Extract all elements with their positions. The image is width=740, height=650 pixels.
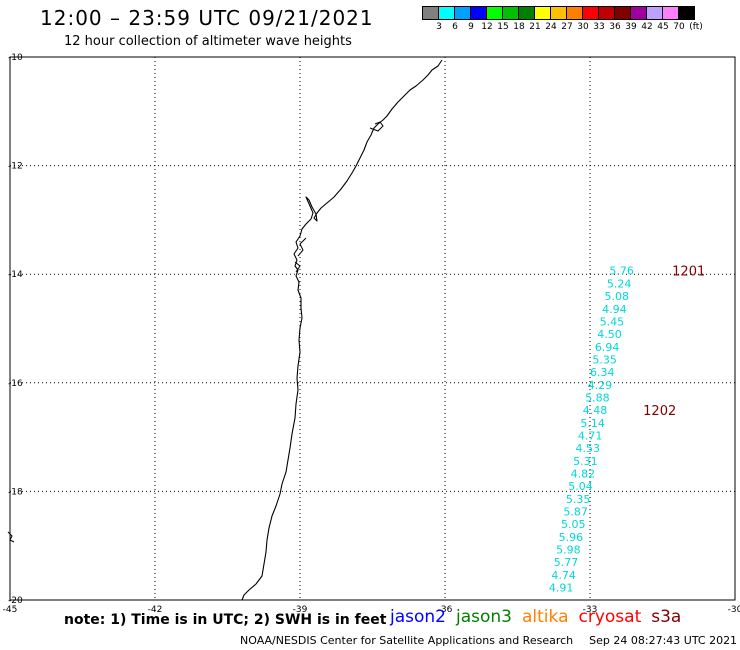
pass-time-label: 1201 (672, 264, 705, 279)
latitude-labels: -10 -12 -14 -16 -18 -20 (8, 53, 23, 606)
latitude-tick-label: -10 (8, 53, 23, 63)
coast-spur (7, 531, 15, 543)
map-frame (9, 56, 736, 601)
legend-label: 36 (609, 22, 621, 32)
coastline (241, 59, 443, 601)
longitude-tick-label: -39 (293, 605, 308, 615)
wave-height-value: 4.29 (588, 379, 613, 392)
legend-swatches (422, 6, 695, 20)
credit-text: NOAA/NESDIS Center for Satellite Applica… (240, 634, 574, 647)
longitude-tick-label: -45 (3, 605, 18, 615)
longitude-tick-label: -30 (728, 605, 740, 615)
longitude-tick-label: -33 (583, 605, 598, 615)
wave-height-value: 5.35 (566, 493, 591, 506)
legend-label: 42 (641, 22, 653, 32)
credit-line: NOAA/NESDIS Center for Satellite Applica… (240, 634, 737, 647)
legend-labels: 3 6 9 12 15 18 21 24 27 30 33 36 39 42 45 70 (ft) (422, 20, 703, 34)
satellite-name: jason3 (456, 607, 512, 627)
legend-label: 12 (481, 22, 493, 32)
longitude-labels: -45 -42 -39 -36 -33 -30 (3, 605, 740, 615)
legend-label: 18 (513, 22, 525, 32)
wave-height-value: 4.91 (549, 582, 574, 595)
legend-label: 30 (577, 22, 589, 32)
wave-height-value: 5.08 (605, 290, 630, 303)
wave-height-value: 4.50 (597, 328, 622, 341)
legend-label: 6 (452, 22, 458, 32)
legend-label: 3 (436, 22, 442, 32)
wave-height-legend: 3 6 9 12 15 18 21 24 27 30 33 36 39 42 45 70 (ft) (422, 6, 703, 34)
wave-height-value: 6.94 (595, 341, 620, 354)
wave-height-value: 5.88 (585, 392, 610, 405)
legend-swatch (678, 6, 695, 20)
latitude-tick-label: -18 (8, 487, 23, 497)
map-grid (10, 57, 735, 600)
latitude-tick-label: -20 (8, 596, 23, 606)
legend-label: 45 (657, 22, 669, 32)
wave-height-value: 4.48 (583, 404, 608, 417)
wave-height-value: 5.31 (573, 455, 598, 468)
satellite-name: s3a (651, 607, 682, 627)
wave-height-value: 4.94 (602, 303, 627, 316)
wave-height-value: 5.96 (559, 531, 584, 544)
pass-time-label: 1202 (643, 404, 676, 419)
wave-height-value: 5.45 (600, 316, 625, 329)
generated-timestamp: Sep 24 08:27:43 UTC 2021 (589, 634, 738, 647)
map-title: 12:00 – 23:59 UTC 09/21/2021 (40, 6, 374, 30)
longitude-tick-label: -42 (148, 605, 163, 615)
legend-unit: (ft) (689, 22, 703, 32)
legend-label: 70 (673, 22, 685, 32)
latitude-tick-label: -14 (8, 270, 23, 280)
legend-label: 24 (545, 22, 557, 32)
wave-height-value: 5.76 (609, 264, 634, 277)
legend-label: 27 (561, 22, 573, 32)
latitude-tick-label: -12 (8, 162, 23, 172)
wave-height-value: 5.77 (554, 556, 579, 569)
satellite-name: cryosat (578, 607, 642, 627)
wave-height-value: 4.74 (551, 569, 576, 582)
legend-label: 21 (529, 22, 541, 32)
legend-label: 9 (468, 22, 474, 32)
wave-height-value: 5.24 (607, 278, 632, 291)
legend-label: 15 (497, 22, 509, 32)
latitude-tick-label: -16 (8, 379, 23, 389)
map-subtitle: 12 hour collection of altimeter wave hei… (64, 34, 352, 49)
legend-label: 33 (593, 22, 605, 32)
wave-height-value: 6.34 (590, 366, 615, 379)
island-detail (294, 121, 384, 273)
wave-height-value: 4.71 (578, 430, 603, 443)
wave-height-value: 5.35 (592, 354, 617, 367)
longitude-tick-label: -36 (438, 605, 453, 615)
footer-note: note: 1) Time is in UTC; 2) SWH is in fe… (64, 612, 387, 628)
satellite-list: jason2 jason3 altika cryosat s3a (390, 607, 691, 627)
wave-height-value: 4.82 (571, 468, 596, 481)
satellite-name: altika (522, 607, 569, 627)
wave-height-value: 5.14 (580, 417, 605, 430)
altimeter-track: 5.765.245.084.945.454.506.945.356.344.29… (549, 264, 705, 594)
wave-height-value: 5.98 (556, 544, 581, 557)
satellite-name: jason2 (390, 607, 446, 627)
wave-height-value: 4.53 (576, 442, 601, 455)
wave-height-value: 5.87 (563, 506, 588, 519)
wave-height-value: 5.05 (561, 518, 586, 531)
legend-label: 39 (625, 22, 637, 32)
wave-height-value: 5.04 (568, 480, 593, 493)
